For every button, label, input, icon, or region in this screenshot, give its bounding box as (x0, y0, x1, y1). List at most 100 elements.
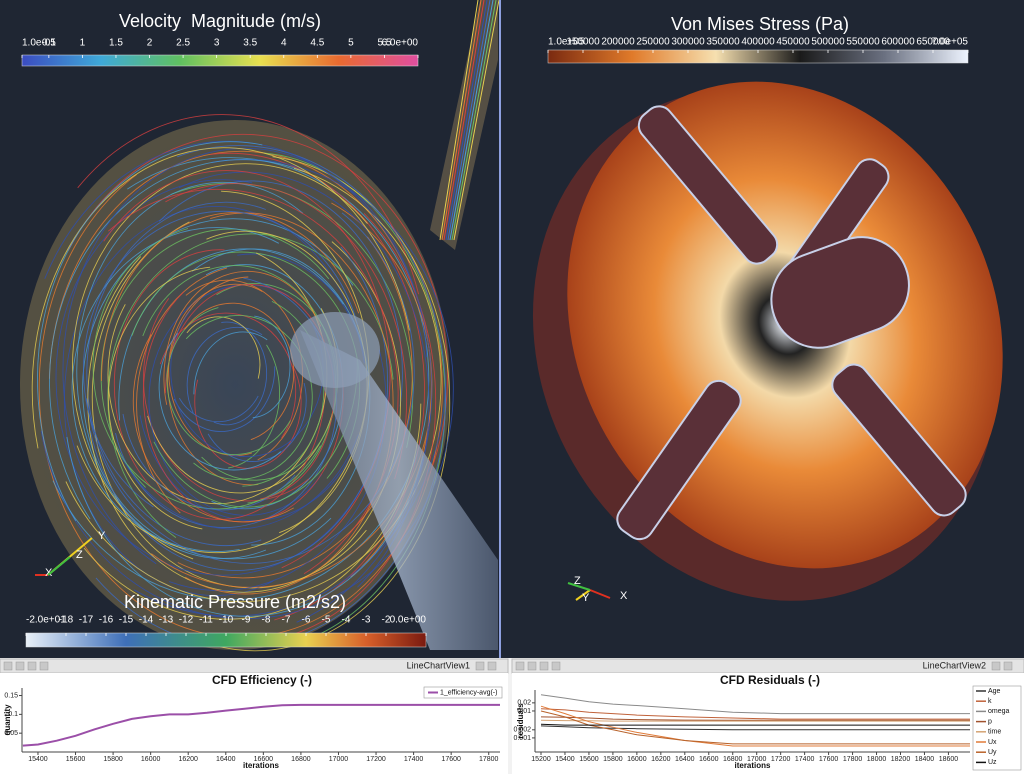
color-bar-label: 300000 (671, 37, 705, 48)
streamline (68, 133, 448, 481)
streamline (115, 277, 338, 529)
icon-button[interactable] (15, 661, 25, 671)
x-tick-label: 15800 (103, 756, 123, 763)
color-bar (21, 54, 419, 67)
x-tick-label: 17200 (771, 756, 791, 763)
streamline (185, 279, 303, 461)
x-axis-label: iterations (243, 761, 280, 770)
color-bar-label: 1 (80, 38, 86, 49)
x-tick-label: 17000 (329, 756, 349, 763)
axis-label: X (620, 590, 628, 602)
y-axis-label: residuals (516, 703, 525, 739)
x-tick-label: 16200 (178, 756, 198, 763)
scalar-bar-title: Velocity Magnitude (m/s) (119, 11, 321, 31)
legend-label: 1_efficiency-avg(-) (440, 689, 497, 696)
icon-button[interactable] (3, 661, 13, 671)
y-tick-label: 0.01 (517, 708, 531, 715)
blade (616, 379, 742, 541)
color-bar-label: -2.0e+01 (26, 615, 66, 626)
icon-button[interactable] (515, 661, 525, 671)
color-bar-label: 350000 (706, 37, 740, 48)
color-bar-label: -5 (322, 615, 331, 626)
x-tick-label: 17200 (366, 756, 386, 763)
streamline (72, 163, 368, 560)
icon-button[interactable] (487, 661, 497, 671)
color-bar-label: -17 (79, 615, 94, 626)
outlet-pipe (430, 0, 498, 250)
x-tick-label: 16000 (141, 756, 161, 763)
legend-label: time (988, 729, 1001, 736)
shaft (300, 330, 498, 650)
toolbar-icons (3, 661, 1013, 671)
icon-button[interactable] (991, 661, 1001, 671)
streamline (76, 190, 370, 554)
streamline (443, 0, 485, 241)
color-bar-label: 200000 (601, 37, 635, 48)
icon-button[interactable] (551, 661, 561, 671)
x-tick-label: 17800 (843, 756, 863, 763)
legend-label: p (988, 718, 992, 725)
axis-arrow (575, 589, 591, 601)
color-bar-label: -6 (302, 615, 311, 626)
streamline (453, 0, 500, 241)
hub (290, 312, 380, 388)
icon-button[interactable] (39, 661, 49, 671)
axis-label: Z (76, 549, 83, 561)
streamline (178, 395, 259, 423)
color-bar-label: -18 (59, 615, 74, 626)
color-bar-label: -15 (119, 615, 134, 626)
streamline (185, 315, 313, 480)
icon-button[interactable] (27, 661, 37, 671)
color-bar-label: 5.5 (377, 38, 391, 49)
color-bar-label: 500000 (811, 37, 845, 48)
blades (616, 105, 967, 541)
legend-label: Ux (988, 739, 997, 746)
streamline (449, 0, 494, 241)
streamline (213, 321, 268, 426)
streamline (173, 366, 276, 432)
y-tick-label: 0.15 (4, 692, 18, 699)
axis-arrow (47, 556, 71, 576)
streamline (228, 344, 280, 469)
line-chart-view[interactable] (0, 673, 508, 774)
icon-button[interactable] (475, 661, 485, 671)
icon-button[interactable] (1003, 661, 1013, 671)
blade (637, 105, 779, 265)
series-line (540, 705, 970, 747)
legend-label: Uz (988, 759, 997, 766)
color-bar-label: 5 (348, 38, 354, 49)
x-tick-label: 18200 (891, 756, 911, 763)
streamline (158, 332, 282, 471)
axis-label: Y (98, 530, 106, 542)
color-bar-label: 250000 (636, 37, 670, 48)
streamline (165, 284, 335, 500)
x-tick-label: 15400 (555, 756, 575, 763)
streamline (186, 316, 261, 379)
x-tick-label: 18000 (867, 756, 887, 763)
color-bar-label: -9 (242, 615, 251, 626)
view-tab-label: LineChartView2 (923, 660, 986, 670)
streamline (184, 302, 295, 441)
x-tick-label: 17600 (441, 756, 461, 763)
legend-label: omega (988, 708, 1010, 715)
legend-label: Age (988, 688, 1001, 695)
x-tick-label: 16800 (723, 756, 743, 763)
color-bar-label: 6.0e+00 (382, 38, 419, 49)
x-tick-label: 15200 (531, 756, 551, 763)
color-bar-label: 3 (214, 38, 220, 49)
streamline (52, 157, 430, 601)
y-tick-label: 0.1 (8, 711, 18, 718)
color-bar-label: 0.5 (42, 38, 56, 49)
x-tick-label: 16800 (291, 756, 311, 763)
icon-button[interactable] (539, 661, 549, 671)
y-tick-label: 0.002 (513, 727, 531, 734)
streamline (194, 365, 302, 469)
streamline (107, 266, 211, 530)
streamline (163, 270, 322, 405)
color-bar-label: -14 (139, 615, 154, 626)
axis-label: Z (574, 575, 581, 587)
color-bar-label: 4 (281, 38, 287, 49)
streamline (87, 241, 402, 593)
icon-button[interactable] (527, 661, 537, 671)
